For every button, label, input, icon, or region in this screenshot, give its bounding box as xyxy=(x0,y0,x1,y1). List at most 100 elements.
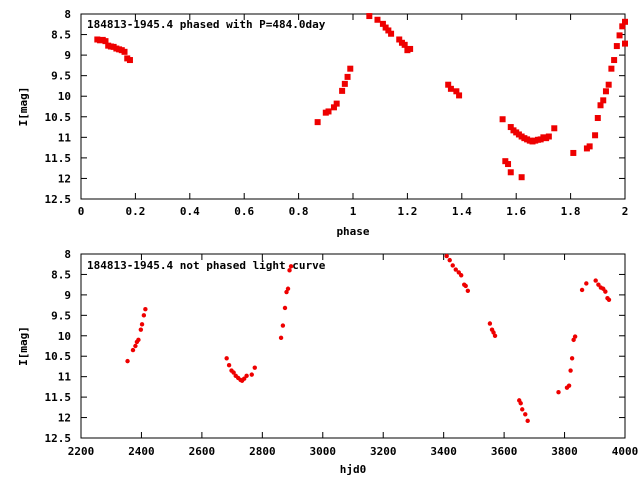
data-point xyxy=(453,267,458,272)
data-point xyxy=(608,65,615,72)
x-tick-label: 2800 xyxy=(249,445,276,458)
data-point xyxy=(284,289,289,295)
y-tick-label: 11 xyxy=(58,131,72,144)
x-tick-label: 0.4 xyxy=(180,205,200,218)
data-point xyxy=(278,335,284,341)
data-point xyxy=(285,286,291,291)
data-point xyxy=(520,407,525,412)
data-point xyxy=(566,383,572,388)
x-tick-label: 2600 xyxy=(189,445,216,458)
data-point xyxy=(453,88,460,95)
unphased-light-curve-panel: 2200 2400 2600 2800 3000 3200 3400 3600 3800 4000… xyxy=(17,248,638,476)
y-tick-label: 9.5 xyxy=(51,70,71,83)
data-point xyxy=(456,92,463,99)
data-point xyxy=(138,327,144,332)
data-point xyxy=(611,57,618,64)
data-point xyxy=(606,297,612,302)
data-point xyxy=(330,104,337,111)
x-tick-label: 2400 xyxy=(128,445,155,458)
y-tick-label: 10 xyxy=(58,90,71,103)
data-point xyxy=(226,363,232,368)
y-axis-label: I[mag] xyxy=(17,87,30,127)
data-point xyxy=(605,81,612,88)
data-point xyxy=(619,23,626,30)
data-point xyxy=(447,257,452,263)
data-point xyxy=(407,45,414,52)
data-point xyxy=(525,418,530,424)
data-point xyxy=(288,264,294,269)
y-axis-label: I[mag] xyxy=(17,326,30,366)
data-point xyxy=(344,73,351,80)
x-tick-label: 2200 xyxy=(68,445,95,458)
chart-title: 184813-1945.4 phased with P=484.0day xyxy=(87,18,326,31)
y-tick-label: 9 xyxy=(64,49,71,62)
x-tick-label: 3600 xyxy=(491,445,518,458)
data-point xyxy=(347,65,354,72)
data-point xyxy=(143,307,148,312)
data-point xyxy=(444,253,449,259)
x-tick-label: 1 xyxy=(350,205,357,218)
data-point xyxy=(126,57,133,64)
phased-light-curve-panel: 0 0.2 0.4 0.6 0.8 1 1.2 1.4 1.6 1.8 2 8 8.5 9 9.5 10 10.… xyxy=(17,8,628,238)
x-axis-label: hjd0 xyxy=(340,463,367,476)
x-tick-label: 3200 xyxy=(370,445,397,458)
data-point xyxy=(622,40,628,47)
data-point xyxy=(613,43,620,50)
x-axis-label: phase xyxy=(336,225,369,238)
y-tick-label: 9 xyxy=(64,289,71,302)
x-tick-label: 0.2 xyxy=(125,205,145,218)
y-tick-label: 8 xyxy=(64,248,71,261)
data-point xyxy=(447,85,454,92)
data-point xyxy=(133,343,138,349)
y-tick-label: 8.5 xyxy=(51,268,71,281)
data-point xyxy=(596,282,601,287)
y-tick-label: 12.5 xyxy=(45,432,72,445)
data-point xyxy=(396,36,403,43)
x-tick-label: 4000 xyxy=(612,445,639,458)
data-point xyxy=(499,116,506,123)
data-point xyxy=(287,268,292,273)
data-point xyxy=(280,323,286,328)
phased-plot-frame xyxy=(80,13,626,200)
data-point xyxy=(333,100,340,107)
data-point xyxy=(231,370,236,375)
data-point xyxy=(584,281,589,286)
data-point xyxy=(569,356,575,361)
data-point xyxy=(592,132,599,139)
data-point xyxy=(622,18,628,25)
x-tick-label: 1.6 xyxy=(506,205,526,218)
data-point xyxy=(379,20,386,27)
data-point xyxy=(491,330,496,335)
data-point xyxy=(571,337,576,343)
data-point xyxy=(492,333,498,338)
data-point xyxy=(579,287,585,293)
y-tick-label: 8.5 xyxy=(51,29,71,42)
data-point xyxy=(570,149,577,156)
data-point xyxy=(374,16,381,23)
y-tick-label: 11.5 xyxy=(45,152,72,165)
data-point xyxy=(545,133,552,140)
data-point xyxy=(136,337,141,343)
data-point xyxy=(594,115,601,122)
data-point xyxy=(139,322,145,327)
data-point xyxy=(282,305,288,311)
x-tick-label: 1.4 xyxy=(452,205,472,218)
data-point xyxy=(141,313,147,318)
data-point xyxy=(450,263,455,268)
data-point xyxy=(603,289,608,294)
data-point xyxy=(593,278,598,283)
x-tick-label: 3400 xyxy=(430,445,457,458)
data-point xyxy=(568,368,573,373)
unphased-plot-frame xyxy=(80,253,626,439)
y-tick-label: 10 xyxy=(58,330,71,343)
x-tick-label: 1.2 xyxy=(397,205,417,218)
data-point xyxy=(242,376,247,381)
data-point xyxy=(388,30,395,37)
y-tick-label: 12 xyxy=(58,172,71,185)
data-point xyxy=(586,143,593,150)
data-point xyxy=(507,124,514,131)
data-point xyxy=(551,125,558,132)
data-point xyxy=(556,390,561,395)
data-point xyxy=(102,38,109,45)
